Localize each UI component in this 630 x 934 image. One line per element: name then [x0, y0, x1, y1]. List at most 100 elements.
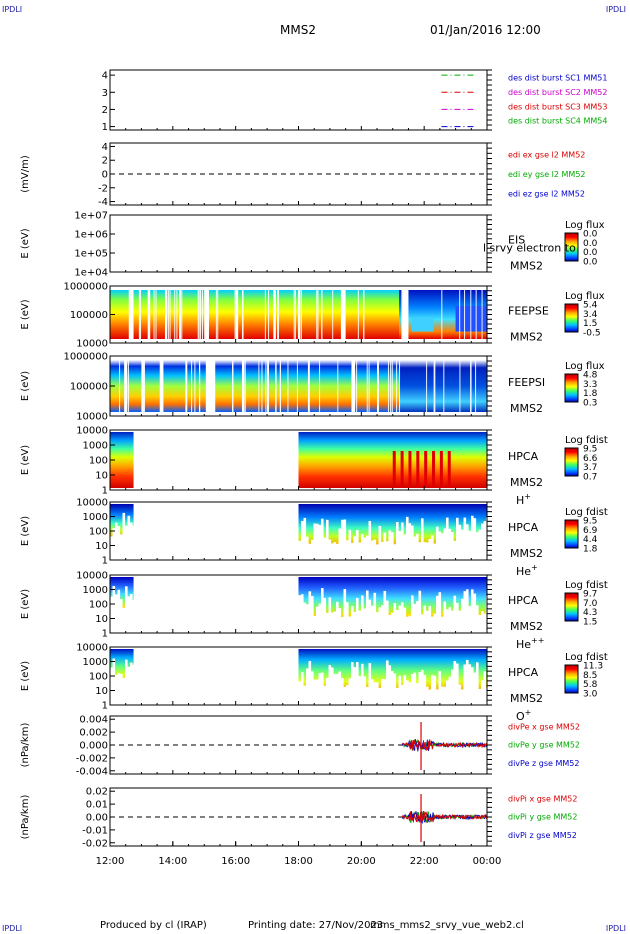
- corner-mark-top-right: IPDLI: [605, 5, 626, 14]
- heatmap-band: [110, 290, 400, 339]
- data-gap: [333, 673, 337, 705]
- data-gap: [308, 660, 312, 705]
- data-gap: [383, 590, 387, 633]
- data-gap: [481, 611, 484, 633]
- y-axis-label: (mV/m): [20, 155, 31, 193]
- y-tick-label: 1e+04: [74, 268, 108, 279]
- data-gap: [313, 679, 317, 705]
- y-axis-label: E (eV): [20, 228, 31, 258]
- y-axis-label: E (eV): [20, 516, 31, 546]
- data-gap: [381, 541, 384, 560]
- data-gap: [426, 358, 428, 414]
- data-gap: [128, 288, 134, 341]
- data-gap: [373, 539, 377, 560]
- data-gap: [426, 686, 429, 705]
- data-gap: [341, 678, 344, 705]
- heatmap-streak: [432, 451, 436, 487]
- y-tick-label: -0.02: [82, 838, 108, 849]
- y-axis-label: E (eV): [20, 371, 31, 401]
- colorbar-tick-label: 1.8: [583, 545, 598, 555]
- y-tick-label: -0.004: [76, 766, 108, 777]
- legend-entry: des dist burst SC1 MM51: [508, 74, 607, 83]
- panel-p3: [109, 214, 579, 273]
- data-gap: [416, 601, 419, 633]
- data-gap: [132, 525, 136, 550]
- data-gap: [406, 516, 409, 560]
- data-gap: [476, 662, 479, 705]
- series-line: [401, 810, 488, 823]
- data-gap: [326, 677, 329, 705]
- colorbar: [564, 303, 579, 333]
- data-gap: [264, 288, 266, 341]
- spacecraft-label: MMS2: [510, 692, 543, 705]
- x-tick-label: 00:00: [473, 856, 502, 867]
- colorbar-tick-label: 7.0: [583, 599, 598, 609]
- legend-entry: edi ez gse l2 MM52: [508, 189, 585, 198]
- data-gap: [446, 517, 449, 560]
- colorbar-title: Log fdist: [565, 435, 608, 446]
- data-gap: [265, 358, 267, 414]
- y-tick-label: 100: [89, 600, 108, 611]
- data-gap: [343, 519, 347, 560]
- footer-produced: Produced by cl (IRAP): [100, 920, 207, 931]
- data-gap: [416, 683, 419, 705]
- data-gap: [478, 688, 482, 705]
- y-tick-label: 10000: [76, 412, 108, 423]
- data-gap: [470, 358, 472, 414]
- y-tick-label: 4: [102, 142, 108, 153]
- data-gap: [451, 669, 454, 705]
- colorbar-tick-label: 5.4: [583, 301, 598, 311]
- legend-entry: divPi x gse MM52: [508, 795, 577, 804]
- heatmap-patch: [411, 317, 434, 332]
- data-gap: [321, 672, 324, 705]
- data-gap: [241, 288, 243, 341]
- data-gap: [411, 525, 414, 560]
- data-gap: [331, 543, 334, 560]
- data-gap: [130, 662, 133, 695]
- data-gap: [298, 681, 302, 705]
- data-gap: [396, 610, 399, 633]
- colorbar: [564, 232, 579, 262]
- data-gap: [386, 660, 389, 705]
- data-gap: [110, 596, 113, 623]
- colorbar-tick-label: 3.0: [583, 690, 598, 700]
- data-gap: [298, 288, 301, 341]
- data-gap: [316, 523, 319, 560]
- data-gap: [448, 607, 452, 633]
- data-gap: [466, 589, 469, 633]
- heatmap-band: [110, 432, 134, 488]
- data-gap: [421, 614, 424, 633]
- data-gap: [191, 358, 193, 414]
- data-gap: [115, 522, 118, 550]
- panel-p6: [109, 429, 579, 491]
- y-tick-label: 1000000: [63, 352, 108, 363]
- data-gap: [351, 358, 353, 414]
- data-gap: [278, 288, 280, 341]
- data-gap: [416, 533, 419, 560]
- data-gap: [244, 358, 246, 414]
- x-tick-label: 22:00: [410, 856, 439, 867]
- data-gap: [115, 594, 118, 623]
- data-gap: [413, 536, 417, 560]
- data-gap: [441, 533, 444, 560]
- data-gap: [468, 664, 472, 705]
- data-gap: [451, 531, 454, 560]
- data-gap: [406, 616, 409, 633]
- instrument-label: HPCA: [508, 666, 539, 679]
- data-gap: [117, 526, 121, 550]
- corner-mark-bottom-right: IPDLI: [605, 924, 626, 933]
- data-gap: [323, 685, 327, 705]
- data-gap: [298, 595, 302, 633]
- data-gap: [199, 358, 201, 414]
- data-gap: [441, 616, 444, 633]
- data-gap: [391, 671, 394, 705]
- data-gap: [478, 529, 482, 560]
- y-tick-label: 10000: [76, 643, 108, 654]
- data-gap: [332, 288, 334, 341]
- data-gap: [428, 605, 432, 633]
- data-gap: [376, 682, 379, 705]
- data-gap: [398, 531, 402, 560]
- data-gap: [361, 663, 364, 705]
- data-gap: [368, 599, 372, 633]
- data-gap: [471, 667, 474, 705]
